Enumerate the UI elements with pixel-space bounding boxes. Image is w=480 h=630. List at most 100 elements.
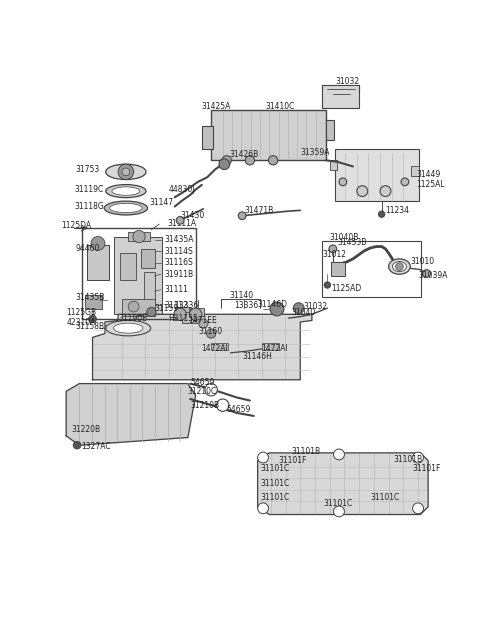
Bar	[411, 166, 419, 176]
Text: 31101F: 31101F	[278, 456, 307, 465]
Text: 31012: 31012	[322, 249, 346, 259]
Bar	[114, 238, 162, 314]
Circle shape	[357, 186, 368, 197]
Text: 31040B: 31040B	[330, 233, 359, 242]
Text: 31410C: 31410C	[265, 102, 295, 111]
Bar	[330, 160, 337, 169]
Text: 31471B: 31471B	[244, 206, 274, 215]
Ellipse shape	[106, 321, 151, 336]
Text: 31435A: 31435A	[165, 235, 194, 244]
Polygon shape	[93, 314, 312, 380]
Bar	[175, 307, 189, 316]
Ellipse shape	[106, 164, 146, 180]
Text: 31040: 31040	[291, 308, 315, 318]
Text: 31753: 31753	[75, 165, 100, 174]
Circle shape	[238, 212, 246, 220]
Circle shape	[73, 442, 81, 449]
Circle shape	[329, 245, 336, 253]
Text: 31101C: 31101C	[260, 464, 289, 472]
Text: 31449: 31449	[417, 169, 441, 179]
Polygon shape	[258, 453, 428, 515]
Circle shape	[216, 399, 229, 411]
Circle shape	[334, 506, 345, 517]
Bar	[211, 110, 326, 160]
Text: 11234: 11234	[385, 206, 409, 215]
Circle shape	[176, 217, 184, 224]
Circle shape	[147, 307, 156, 317]
Text: 1472AI: 1472AI	[201, 344, 228, 353]
Text: 44830J: 44830J	[168, 185, 195, 194]
Ellipse shape	[106, 185, 146, 198]
Text: 31140: 31140	[229, 290, 253, 299]
Ellipse shape	[389, 259, 410, 274]
Text: 31220B: 31220B	[72, 425, 101, 434]
Text: 54659: 54659	[190, 377, 215, 387]
Text: 31101B: 31101B	[291, 447, 320, 456]
Bar	[202, 125, 213, 149]
Bar	[182, 312, 200, 323]
Bar	[82, 228, 196, 319]
Circle shape	[324, 282, 330, 288]
Text: 31101C: 31101C	[260, 493, 289, 502]
Text: 31147: 31147	[149, 198, 173, 207]
Circle shape	[174, 308, 186, 321]
Text: 31101C: 31101C	[370, 493, 399, 502]
Text: 94460: 94460	[75, 244, 100, 253]
Text: 31112: 31112	[165, 301, 189, 309]
Text: 31146D: 31146D	[258, 300, 288, 309]
Text: 31111A: 31111A	[167, 219, 196, 228]
Bar	[120, 253, 136, 280]
Polygon shape	[66, 384, 196, 445]
Text: 13336: 13336	[175, 301, 199, 309]
Bar	[122, 299, 155, 316]
Circle shape	[380, 186, 391, 197]
Circle shape	[258, 503, 268, 513]
Circle shape	[222, 156, 231, 165]
Circle shape	[206, 329, 216, 338]
Text: H31155: H31155	[168, 314, 198, 323]
Text: 13336: 13336	[234, 301, 259, 309]
Circle shape	[270, 302, 284, 316]
Text: 31210B: 31210B	[190, 401, 219, 410]
Text: 31116S: 31116S	[165, 258, 193, 267]
Text: 54659: 54659	[227, 404, 251, 413]
Bar	[211, 343, 228, 350]
Text: 1125DA: 1125DA	[61, 221, 92, 230]
Ellipse shape	[113, 323, 143, 333]
Text: 31911B: 31911B	[165, 270, 194, 278]
Text: 1125AL: 1125AL	[417, 180, 445, 190]
Circle shape	[334, 449, 345, 460]
Circle shape	[199, 319, 208, 328]
Bar	[322, 241, 421, 297]
Text: 31114S: 31114S	[165, 247, 193, 256]
Circle shape	[133, 231, 145, 243]
Bar	[190, 308, 204, 316]
Bar	[326, 120, 334, 139]
Text: 31101B: 31101B	[393, 455, 422, 464]
Text: 31119C: 31119C	[74, 185, 103, 194]
Circle shape	[339, 178, 347, 186]
Circle shape	[423, 270, 431, 277]
Bar	[262, 343, 278, 350]
Text: 31039A: 31039A	[418, 272, 447, 280]
Text: 31425A: 31425A	[202, 102, 231, 111]
Text: 31435B: 31435B	[75, 293, 105, 302]
Circle shape	[396, 263, 403, 270]
Text: 1125AD: 1125AD	[331, 284, 361, 294]
Text: 31101C: 31101C	[260, 479, 289, 488]
Circle shape	[245, 156, 254, 165]
Circle shape	[258, 452, 268, 463]
Bar	[142, 249, 156, 268]
Text: 31160: 31160	[198, 327, 222, 336]
Text: 31210C: 31210C	[188, 387, 217, 396]
Ellipse shape	[393, 261, 407, 272]
Text: 31146H: 31146H	[242, 352, 272, 361]
Circle shape	[413, 503, 423, 513]
Text: 31453B: 31453B	[337, 238, 367, 247]
Text: 1472AI: 1472AI	[262, 344, 288, 353]
Circle shape	[401, 178, 409, 186]
Text: 31158B: 31158B	[75, 322, 105, 331]
Text: 31430: 31430	[180, 211, 204, 220]
Circle shape	[89, 315, 96, 323]
Text: 1327AC: 1327AC	[82, 442, 111, 451]
